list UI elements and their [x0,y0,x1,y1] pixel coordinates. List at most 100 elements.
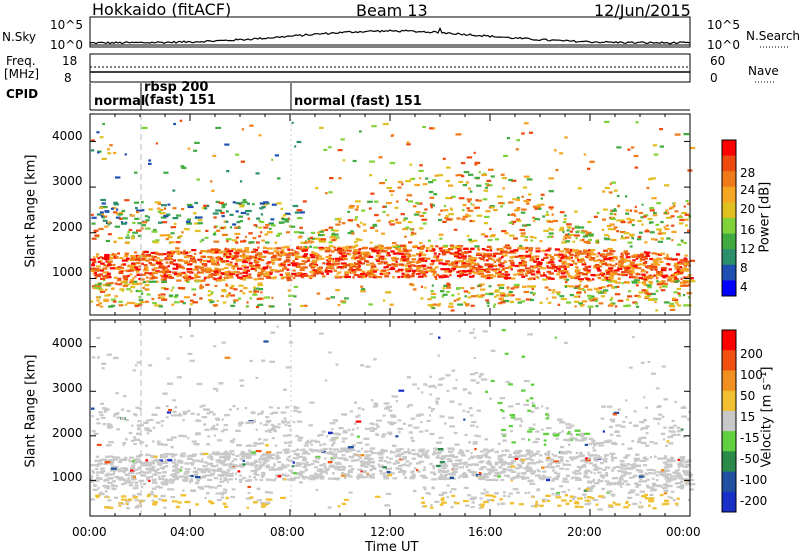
velocity-cell [436,457,440,459]
power-cell [258,227,262,229]
power-cell [353,249,359,251]
power-cell [570,285,575,287]
power-cell [559,276,565,278]
power-cell [466,264,469,266]
power-cell [426,250,428,252]
power-cell [632,272,635,274]
velocity-cell [122,444,124,446]
power-cell [543,257,548,259]
power-cell [669,303,674,305]
velocity-cell [173,411,177,413]
power-cell [178,259,183,261]
power-cell [278,233,282,235]
power-cell [557,293,560,295]
velocity-cell [342,454,346,456]
power-cell [327,261,330,263]
power-cell [659,128,663,130]
velocity-cell [357,474,362,476]
power-cell [514,215,516,217]
power-cell [221,227,225,229]
power-cell [609,257,613,259]
power-cell [430,263,434,265]
power-cell [115,176,120,178]
power-cell [443,158,446,160]
power-cell [548,221,553,223]
velocity-cell [502,450,504,452]
power-cell [495,238,499,240]
power-cell [487,180,492,182]
power-cell [408,250,412,252]
power-cell [587,221,591,223]
power-cell [309,246,312,248]
power-cell [684,263,688,265]
power-cell [431,246,434,248]
velocity-cell [348,465,352,467]
power-cell [256,306,259,308]
power-cell [462,258,466,260]
velocity-cell [558,432,561,434]
power-cell [130,279,134,281]
power-cell [128,270,133,272]
power-cell [319,241,325,243]
power-cell [253,278,257,280]
power-cell [649,222,651,224]
power-cell [155,201,160,203]
power-cell [428,181,433,183]
power-cell [568,233,570,235]
power-cell [627,265,632,267]
power-cell [457,275,463,277]
velocity-cell [152,474,157,476]
power-cell [533,261,537,263]
velocity-cell [643,396,645,398]
power-cell [439,247,443,249]
velocity-cell [501,429,506,431]
power-cell [181,165,185,167]
power-cell [548,228,551,230]
power-cell [405,180,411,182]
velocity-cell [91,475,93,477]
power-cell [581,232,585,234]
power-cell [454,229,458,231]
velocity-cell [302,463,306,465]
velocity-cell [584,496,586,498]
power-cell [534,237,537,239]
power-cell [600,291,603,293]
power-cell [625,213,629,215]
power-cell [293,205,299,207]
velocity-cell [209,454,211,456]
power-cell [559,295,564,297]
power-cell [611,239,617,241]
power-cell [206,267,211,269]
power-cell [206,271,212,273]
power-cell [402,273,405,275]
power-cell [406,258,410,260]
velocity-cell [468,458,470,460]
power-cell [514,209,520,211]
power-cell [408,241,412,243]
velocity-cell [641,442,647,444]
power-cell [501,230,506,232]
power-cell [254,224,258,226]
power-cell [541,259,544,261]
power-cell [616,230,619,232]
power-cell [225,284,227,286]
power-cell [184,296,190,298]
velocity-cell [259,461,262,463]
power-cell [499,287,504,289]
power-cell [383,273,389,275]
power-cell [357,224,359,226]
power-cell [664,283,668,285]
power-cell [659,261,663,263]
power-cell [159,259,163,261]
power-cell [293,277,296,279]
power-cell [107,152,111,154]
power-cell [270,269,274,271]
power-cell [215,268,220,270]
power-cell [153,241,159,243]
velocity-cell [609,426,613,428]
power-cell [677,266,680,268]
power-cell [678,272,683,274]
power-cell [279,221,285,223]
power-cell [614,190,618,192]
velocity-cell [375,496,381,498]
